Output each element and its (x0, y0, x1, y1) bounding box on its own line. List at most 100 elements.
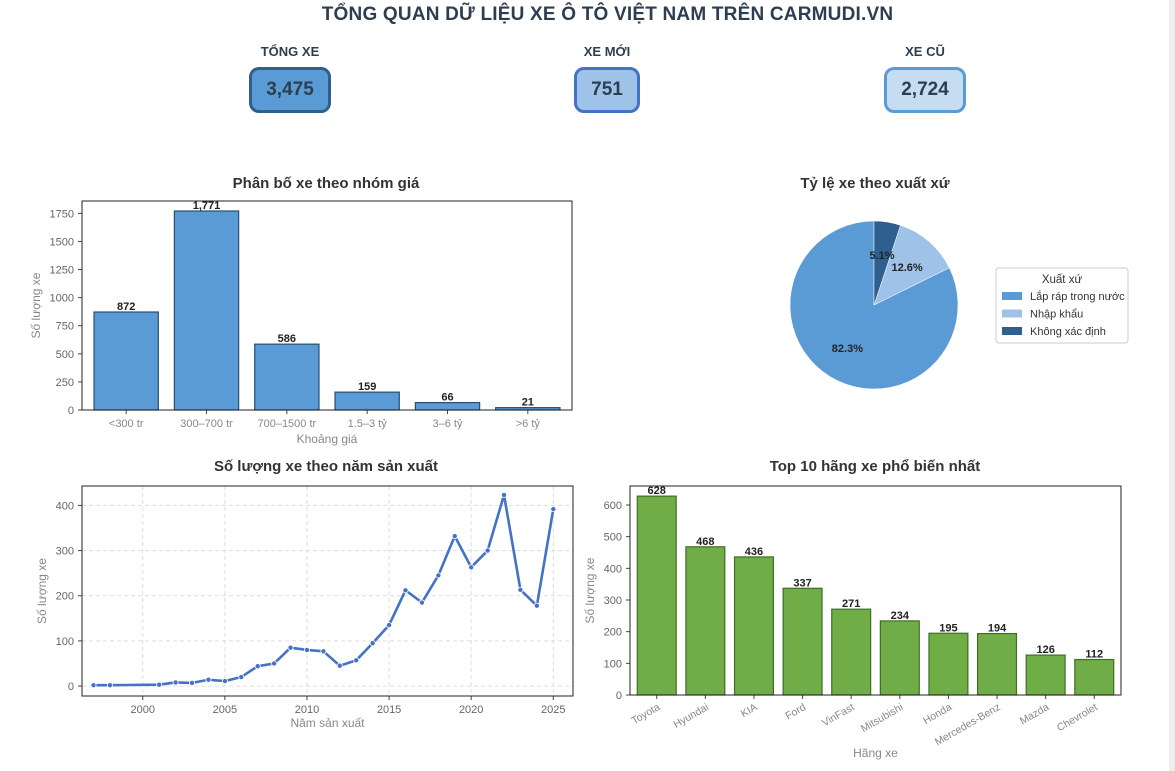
brands-chart-xtick-label: VinFast (820, 701, 857, 729)
brands-chart-data-label: 234 (891, 610, 910, 622)
brands-chart-title: Top 10 hãng xe phổ biến nhất (770, 458, 981, 475)
price-chart-ytick-label: 750 (56, 321, 74, 333)
brands-chart-ytick-label: 400 (604, 563, 622, 575)
year-chart-point (533, 602, 540, 609)
price-chart-plot-frame (81, 200, 573, 411)
brands-chart-bar (733, 556, 775, 696)
year-chart-point (517, 586, 524, 593)
year-chart-ytick-label: 100 (56, 636, 74, 648)
origin-pie-slice (873, 224, 950, 306)
brands-chart-bar (831, 608, 872, 696)
brands-chart-xlabel: Hãng xe (853, 746, 898, 760)
origin-pie-chart: Tỷ lệ xe theo xuất xứ 82.3% 12.6%5.1% Xuất… (789, 175, 1129, 390)
brands-chart-data-label: 337 (793, 577, 811, 589)
brands-chart-bar (879, 620, 920, 696)
year-chart-point (402, 587, 409, 594)
year-chart-point (468, 564, 475, 571)
price-chart-xtick-label: 3–6 tỷ (433, 418, 463, 430)
brands-chart-xtick-label: Hyundai (671, 701, 710, 731)
kpi-used: XE CŨ 2,724 (845, 44, 1005, 113)
origin-legend (995, 267, 1129, 344)
year-chart-xtick-label: 2010 (295, 704, 319, 716)
kpi-used-value: 2,724 (884, 67, 966, 113)
price-chart-xtick-label: >6 tỷ (516, 418, 541, 430)
brands-chart-ytick-label: 300 (604, 595, 622, 607)
kpi-used-label: XE CŨ (905, 44, 945, 59)
price-chart-ytick-label: 500 (56, 349, 74, 361)
brands-chart-bar (976, 632, 1018, 696)
year-chart-point (156, 681, 163, 688)
brands-chart-data-label: 194 (988, 623, 1007, 635)
origin-chart-title: Tỷ lệ xe theo xuất xứ (800, 175, 949, 192)
year-chart-xlabel: Năm sản xuất (290, 716, 365, 730)
origin-pie-slice (873, 220, 901, 306)
price-chart-bar (173, 210, 240, 411)
brands-chart-bar (636, 495, 677, 696)
origin-pie-slice (789, 220, 959, 390)
price-chart-bar (334, 391, 400, 411)
year-chart-point (550, 506, 557, 513)
price-chart-ytick-label: 0 (68, 405, 74, 417)
year-chart-xtick-label: 2000 (131, 704, 155, 716)
year-chart-point (90, 682, 97, 689)
origin-legend-title: Xuất xứ (1042, 274, 1083, 286)
price-chart-ytick-label: 1250 (50, 265, 74, 277)
page-scrollbar[interactable] (1169, 0, 1175, 771)
price-chart-data-label: 66 (441, 392, 453, 404)
price-chart-data-label: 1,771 (193, 200, 221, 212)
year-chart-point (106, 682, 113, 689)
year-chart-point (287, 644, 294, 651)
year-chart-point (189, 679, 196, 686)
year-chart-point (484, 547, 491, 554)
kpi-total-label: TỔNG XE (260, 44, 320, 59)
brands-chart-data-label: 628 (648, 485, 666, 497)
brands-chart-data-label: 468 (696, 536, 714, 548)
brands-chart-xtick-label: Chevrolet (1055, 701, 1100, 734)
year-chart-point (369, 640, 376, 647)
brands-chart-plot-frame (629, 485, 1122, 696)
price-chart-data-label: 21 (522, 397, 534, 409)
kpi-new: XE MỚI 751 (527, 44, 687, 113)
brands-chart-xtick-label: Ford (783, 701, 808, 722)
year-chart-point (221, 678, 228, 685)
kpi-new-value: 751 (574, 67, 640, 113)
kpi-total-value: 3,475 (249, 67, 331, 113)
year-chart-title: Số lượng xe theo năm sản xuất (214, 458, 438, 475)
year-chart-point (205, 676, 212, 683)
year-chart-xtick-label: 2025 (541, 704, 565, 716)
year-chart-point (386, 622, 393, 629)
brands-chart-data-label: 112 (1085, 649, 1103, 661)
price-chart-ylabel: Số lượng xe (29, 272, 43, 338)
year-chart-line (93, 493, 555, 687)
price-chart-bar (254, 343, 320, 411)
year-chart-xtick-label: 2020 (459, 704, 483, 716)
origin-legend-item: Lắp ráp trong nước (1030, 290, 1125, 303)
brands-chart-ytick-label: 0 (616, 690, 622, 702)
brands-chart-data-label: 126 (1036, 644, 1054, 656)
year-chart-xtick-label: 2015 (377, 704, 401, 716)
brands-chart-xtick-label: Toyota (629, 701, 662, 727)
brands-chart-bar (685, 546, 726, 696)
brands-chart-data-label: 271 (842, 598, 860, 610)
top-brands-chart: Top 10 hãng xe phổ biến nhất 0 100 200 300 4… (583, 458, 1122, 760)
kpi-total: TỔNG XE 3,475 (210, 44, 370, 113)
kpi-new-label: XE MỚI (583, 44, 631, 59)
year-chart-ytick-label: 200 (56, 591, 74, 603)
brands-chart-xtick-label: Mazda (1018, 701, 1051, 727)
price-chart-ytick-label: 1500 (50, 236, 74, 248)
year-chart-point (238, 674, 245, 681)
year-chart-point (320, 648, 327, 655)
year-chart-point (254, 663, 261, 670)
price-chart-data-label: 159 (358, 381, 376, 393)
price-chart-xtick-label: 300–700 tr (180, 418, 233, 430)
brands-chart-data-label: 436 (745, 546, 763, 558)
year-chart-plot-frame (81, 485, 574, 697)
year-chart-xtick-label: 2005 (213, 704, 237, 716)
year-chart-point (303, 646, 310, 653)
origin-pie-label: 5.1% (870, 250, 895, 262)
price-chart-bar (93, 311, 159, 411)
brands-chart-xtick-label: KIA (739, 701, 760, 720)
year-chart-point (172, 679, 179, 686)
brands-chart-bar (782, 587, 823, 696)
brands-chart-ylabel: Số lượng xe (583, 557, 597, 623)
